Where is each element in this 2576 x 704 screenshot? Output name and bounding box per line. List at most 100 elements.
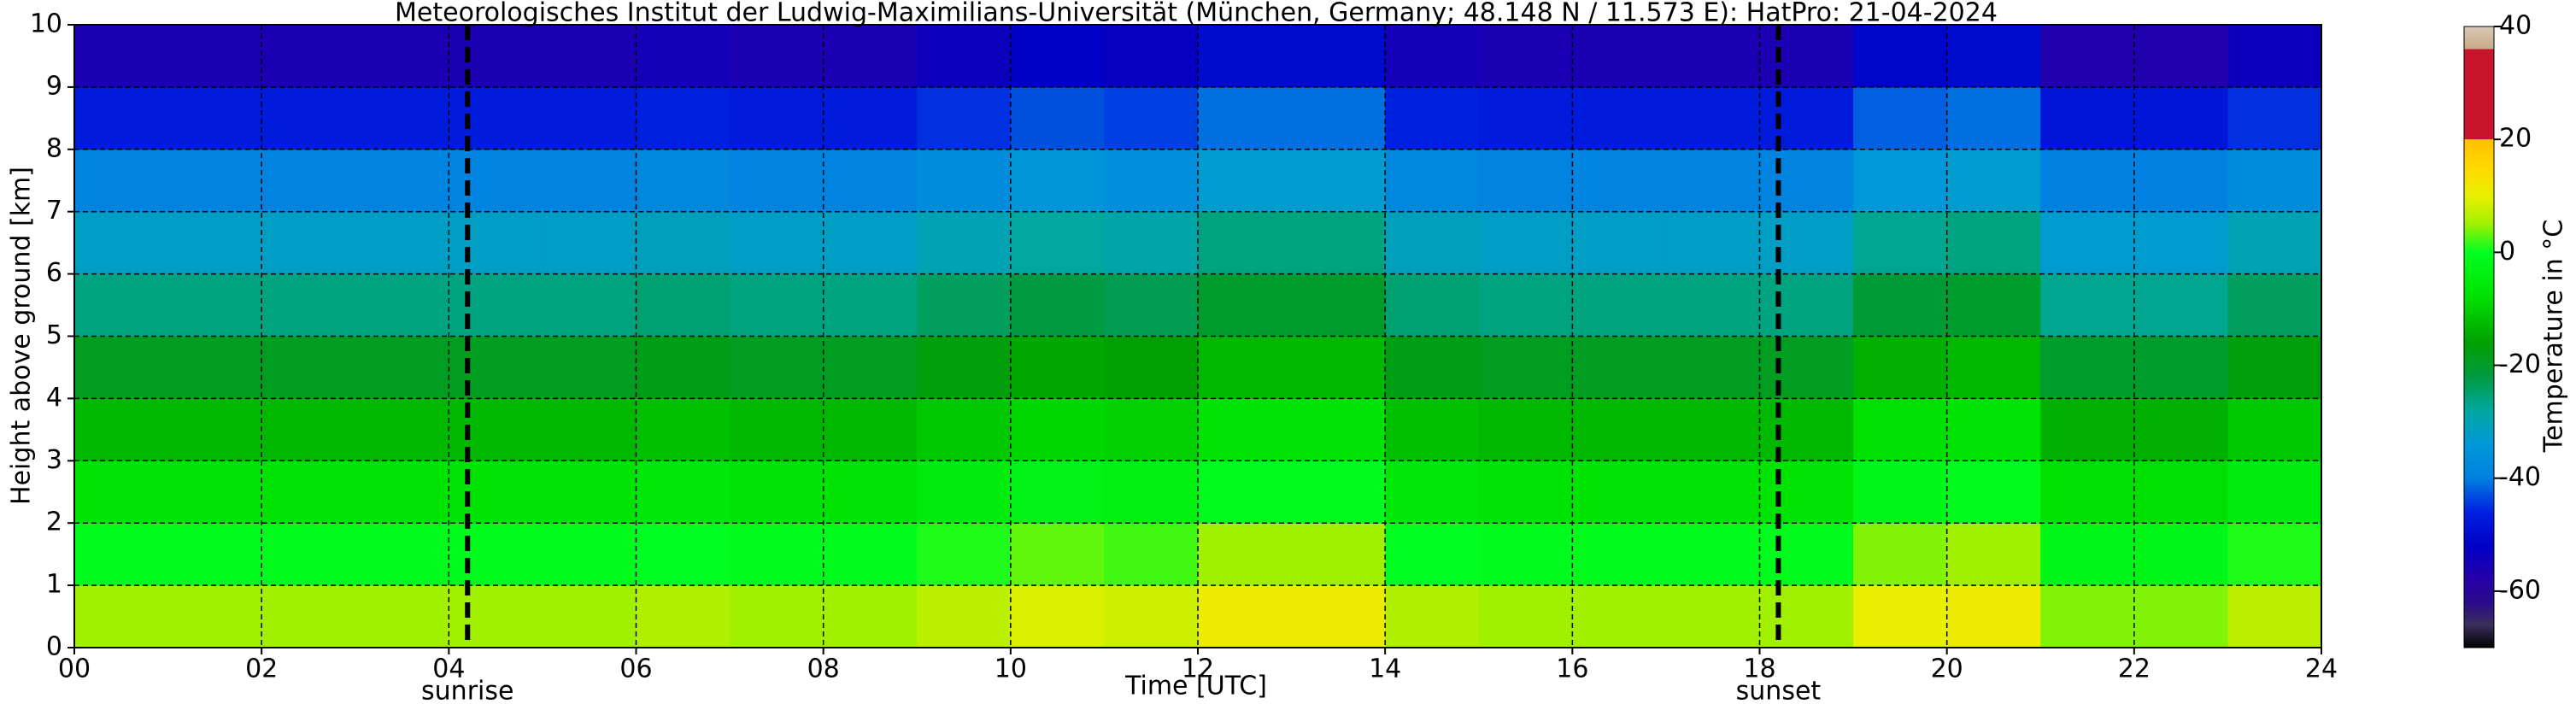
heatmap-cell [542,585,637,648]
heatmap-cell [74,273,169,337]
heatmap-cell [1665,149,1760,213]
heatmap-cell [1853,149,1948,213]
heatmap-cell [1572,25,1667,88]
heatmap-cell [1010,149,1105,213]
heatmap-cell [1010,25,1105,88]
heatmap-cell [542,149,637,213]
heatmap-cell [167,461,262,524]
heatmap-cell [1572,149,1667,213]
heatmap-cell [449,211,543,275]
heatmap-cell [1198,211,1293,275]
heatmap-cell [1759,461,1854,524]
heatmap-cell [1853,273,1948,337]
heatmap-cell [1198,25,1293,88]
heatmap-cell [355,25,449,88]
heatmap-cell [2227,211,2322,275]
heatmap-cell [1198,461,1293,524]
heatmap-cell [636,211,731,275]
heatmap-cell [1946,336,2041,399]
heatmap-cell [823,25,918,88]
heatmap-cell [2040,211,2135,275]
heatmap-cell [1946,273,2041,337]
heatmap-cell [1946,149,2041,213]
heatmap-cell [542,273,637,337]
heatmap-cell [1198,86,1293,150]
heatmap-cell [1572,398,1667,461]
heatmap-cell [1385,25,1480,88]
heatmap-cell [1853,398,1948,461]
colorbar-tick-label: 0 [2499,237,2515,267]
heatmap-cell [1853,336,1948,399]
plot-frame [73,24,2322,648]
heatmap-cell [1946,461,2041,524]
heatmap-cell [1198,585,1293,648]
heatmap-cell [542,461,637,524]
heatmap-cell [2133,149,2228,213]
x-tick-label: 02 [245,654,278,684]
heatmap-cell [2133,336,2228,399]
heatmap-cell [1104,336,1199,399]
heatmap-cell [355,398,449,461]
heatmap-cell [823,461,918,524]
heatmap-cell [2227,149,2322,213]
heatmap-cell [1572,273,1667,337]
heatmap-cell [74,86,169,150]
heatmap-cell [261,25,356,88]
heatmap-cell [636,86,731,150]
heatmap-cell [167,523,262,586]
heatmap-cell [636,461,731,524]
heatmap-cell [1759,86,1854,150]
heatmap-cell [730,149,824,213]
heatmap-cell [1853,461,1948,524]
heatmap-cell [1572,211,1667,275]
heatmap-cell [1385,273,1480,337]
heatmap-cell [261,86,356,150]
heatmap-cell [823,86,918,150]
x-tick-label: 14 [1369,654,1401,684]
heatmap-cell [1198,336,1293,399]
heatmap-cell [1665,211,1760,275]
heatmap-cell [823,273,918,337]
colorbar-tick-label: 40 [2499,11,2532,41]
y-axis-label: Height above ground [km] [7,167,37,505]
y-tick-label: 9 [46,71,62,101]
heatmap-cell [355,523,449,586]
heatmap-cell [730,273,824,337]
y-tick-label: 4 [46,383,62,413]
heatmap-cell [1291,336,1386,399]
heatmap-cell [1946,211,2041,275]
x-tick-label: 08 [807,654,840,684]
heatmap-cell [1759,149,1854,213]
heatmap-cell [730,211,824,275]
heatmap-cell [1104,398,1199,461]
x-tick-label: 20 [1931,654,1963,684]
heatmap-cell [2133,86,2228,150]
heatmap-cell [1104,523,1199,586]
heatmap-cell [261,523,356,586]
heatmap-cell [2133,25,2228,88]
heatmap-cell [636,523,731,586]
heatmap-cell [1478,273,1573,337]
heatmap-cell [2227,523,2322,586]
heatmap-cell [823,149,918,213]
heatmap-cell [1198,398,1293,461]
heatmap-cell [542,211,637,275]
y-tick-label: 0 [46,632,62,662]
heatmap-cell [261,273,356,337]
heatmap-cell [542,25,637,88]
heatmap-cell [1665,461,1760,524]
heatmap-cell [1291,86,1386,150]
heatmap-cell [1759,585,1854,648]
heatmap-cell [2227,25,2322,88]
heatmap-cell [1946,523,2041,586]
heatmap-cell [2040,149,2135,213]
heatmap-cell [355,461,449,524]
colorbar-tick-label: -60 [2499,575,2541,605]
heatmap-cell [917,398,1012,461]
heatmap-cell [636,398,731,461]
heatmap-cell [261,211,356,275]
heatmap-cell [1478,149,1573,213]
heatmap-cell [823,585,918,648]
heatmap-cell [1665,398,1760,461]
heatmap-cell [823,398,918,461]
